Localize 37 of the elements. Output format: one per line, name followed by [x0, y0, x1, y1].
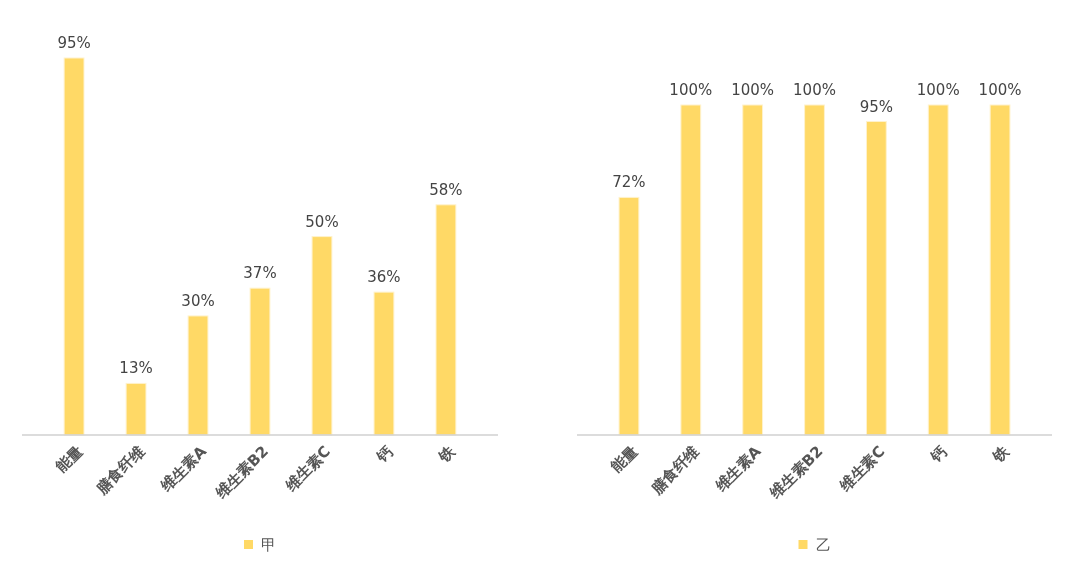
bar [435, 204, 457, 436]
x-tick-label: 钙 [371, 442, 396, 467]
data-label: 95% [859, 97, 894, 116]
bar [249, 287, 271, 436]
data-label: 13% [119, 359, 153, 378]
x-tick-label: 膳食纤维 [646, 442, 703, 499]
data-label: 100% [916, 81, 960, 99]
data-label: 100% [731, 81, 775, 99]
data-label: 37% [243, 264, 277, 283]
x-tick-label: 维生素C [835, 442, 889, 496]
x-tick-label: 铁 [988, 441, 1013, 467]
data-label: 95% [57, 34, 91, 52]
x-tick-label: 能量 [607, 442, 641, 477]
data-label: 100% [978, 81, 1022, 99]
x-tick-label: 膳食纤维 [92, 442, 149, 499]
x-tick-label: 维生素A [711, 442, 765, 496]
data-label: 72% [612, 173, 646, 192]
x-tick-label: 维生素A [156, 442, 211, 496]
data-label: 50% [305, 212, 339, 231]
bar [311, 236, 333, 436]
x-tick-label: 维生素B2 [211, 442, 273, 504]
data-label: 30% [181, 291, 215, 310]
x-tick-label: 钙 [926, 442, 951, 467]
bar [125, 382, 147, 436]
legend-label: 乙 [815, 535, 831, 554]
data-label: 100% [793, 81, 836, 99]
data-label: 58% [429, 180, 463, 199]
legend-label: 甲 [261, 535, 276, 554]
bar [187, 315, 209, 436]
x-tick-label: 能量 [52, 442, 87, 477]
x-tick-label: 维生素B2 [765, 442, 827, 504]
bar [63, 57, 85, 436]
data-label: 36% [367, 268, 401, 287]
data-label: 100% [669, 81, 713, 99]
x-tick-label: 维生素C [280, 442, 334, 496]
x-tick-label: 铁 [433, 441, 459, 467]
bar [373, 291, 395, 436]
